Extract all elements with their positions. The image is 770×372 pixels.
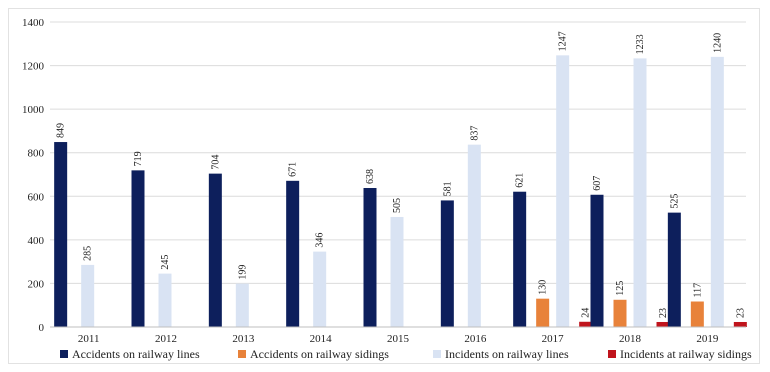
data-label: 704: [210, 155, 221, 170]
data-label: 117: [692, 283, 703, 298]
y-tick-label: 1400: [22, 17, 45, 29]
x-tick-label: 2016: [464, 333, 487, 345]
bar-accidents-on-railway-sidings-2018: [613, 299, 627, 327]
data-label: 245: [160, 255, 171, 270]
y-tick-label: 1000: [22, 104, 45, 116]
data-label: 671: [288, 162, 299, 177]
data-label: 346: [315, 233, 326, 248]
x-tick-label: 2014: [310, 333, 333, 345]
data-label: 23: [735, 308, 746, 318]
data-label: 849: [56, 123, 67, 138]
bar-accidents-on-railway-sidings-2019: [690, 301, 704, 327]
x-axis: 2011 2012 2013 2014 2015 2016 2017 2018 2019: [50, 326, 746, 345]
data-label: 505: [392, 198, 403, 213]
legend-label: Accidents on railway sidings: [250, 347, 389, 361]
bar-accidents-on-railway-lines-2016: [440, 200, 454, 327]
legend-swatch: [433, 350, 441, 358]
bar-incidents-at-railway-sidings-2019: [733, 321, 747, 327]
x-tick-label: 2017: [542, 333, 565, 345]
data-label: 130: [538, 280, 549, 295]
legend: Accidents on railway lines Accidents on r…: [60, 347, 752, 361]
legend-swatch: [238, 350, 246, 358]
y-tick-label: 600: [28, 191, 45, 203]
data-label: 199: [237, 265, 248, 280]
x-tick-label: 2012: [155, 333, 177, 345]
legend-swatch: [608, 350, 616, 358]
legend-swatch: [60, 350, 68, 358]
bar-incidents-at-railway-sidings-2018: [656, 321, 670, 327]
x-tick-label: 2015: [387, 333, 410, 345]
y-axis: 0 200 400 600 800 1000 1200 1400: [22, 17, 45, 334]
bar-incidents-on-railway-lines-2014: [313, 251, 327, 327]
data-label: 1233: [635, 34, 646, 54]
data-label: 125: [615, 281, 626, 296]
bar-accidents-on-railway-lines-2012: [131, 170, 145, 327]
x-tick-label: 2018: [619, 333, 642, 345]
bar-incidents-on-railway-lines-2012: [158, 273, 172, 327]
bar-incidents-at-railway-sidings-2017: [579, 321, 593, 327]
bar-incidents-on-railway-lines-2017: [556, 55, 570, 327]
bar-accidents-on-railway-sidings-2017: [536, 298, 550, 327]
data-label: 621: [515, 173, 526, 188]
bar-incidents-on-railway-lines-2011: [81, 264, 95, 327]
data-label: 837: [469, 126, 480, 141]
x-tick-label: 2019: [696, 333, 719, 345]
data-label: 1247: [558, 31, 569, 51]
bar-accidents-on-railway-lines-2019: [667, 212, 681, 327]
data-label: 23: [658, 308, 669, 318]
data-label: 525: [669, 194, 680, 209]
bar-accidents-on-railway-lines-2013: [208, 173, 222, 327]
y-tick-label: 0: [39, 322, 45, 334]
bar-accidents-on-railway-lines-2015: [363, 188, 377, 327]
data-label: 1240: [712, 33, 723, 53]
data-label: 719: [133, 151, 144, 166]
y-tick-label: 200: [28, 278, 45, 290]
data-label: 581: [442, 181, 453, 196]
bar-incidents-on-railway-lines-2018: [633, 58, 647, 327]
data-label: 285: [83, 246, 94, 261]
y-tick-label: 800: [28, 148, 45, 160]
bar-incidents-on-railway-lines-2016: [467, 144, 481, 327]
bar-incidents-on-railway-lines-2013: [235, 283, 249, 327]
bar-incidents-on-railway-lines-2019: [710, 56, 724, 327]
legend-label: Incidents on railway lines: [445, 347, 569, 361]
bar-accidents-on-railway-lines-2018: [590, 194, 604, 327]
data-label: 638: [365, 169, 376, 184]
legend-label: Accidents on railway lines: [72, 347, 200, 361]
data-labels: 849 285 719 245 704 199 671 346 638 505 581 837 621 1…: [56, 31, 747, 318]
legend-label: Incidents at railway sidings: [620, 347, 752, 361]
y-tick-label: 400: [28, 235, 45, 247]
bar-incidents-on-railway-lines-2015: [390, 216, 404, 327]
data-label: 24: [581, 308, 592, 318]
bars: [54, 55, 747, 327]
bar-accidents-on-railway-lines-2014: [286, 180, 300, 327]
y-tick-label: 1200: [22, 61, 45, 73]
bar-accidents-on-railway-lines-2011: [54, 142, 68, 327]
bar-accidents-on-railway-lines-2017: [513, 191, 527, 327]
x-tick-label: 2013: [232, 333, 255, 345]
data-label: 607: [592, 176, 603, 191]
x-tick-label: 2011: [78, 333, 100, 345]
